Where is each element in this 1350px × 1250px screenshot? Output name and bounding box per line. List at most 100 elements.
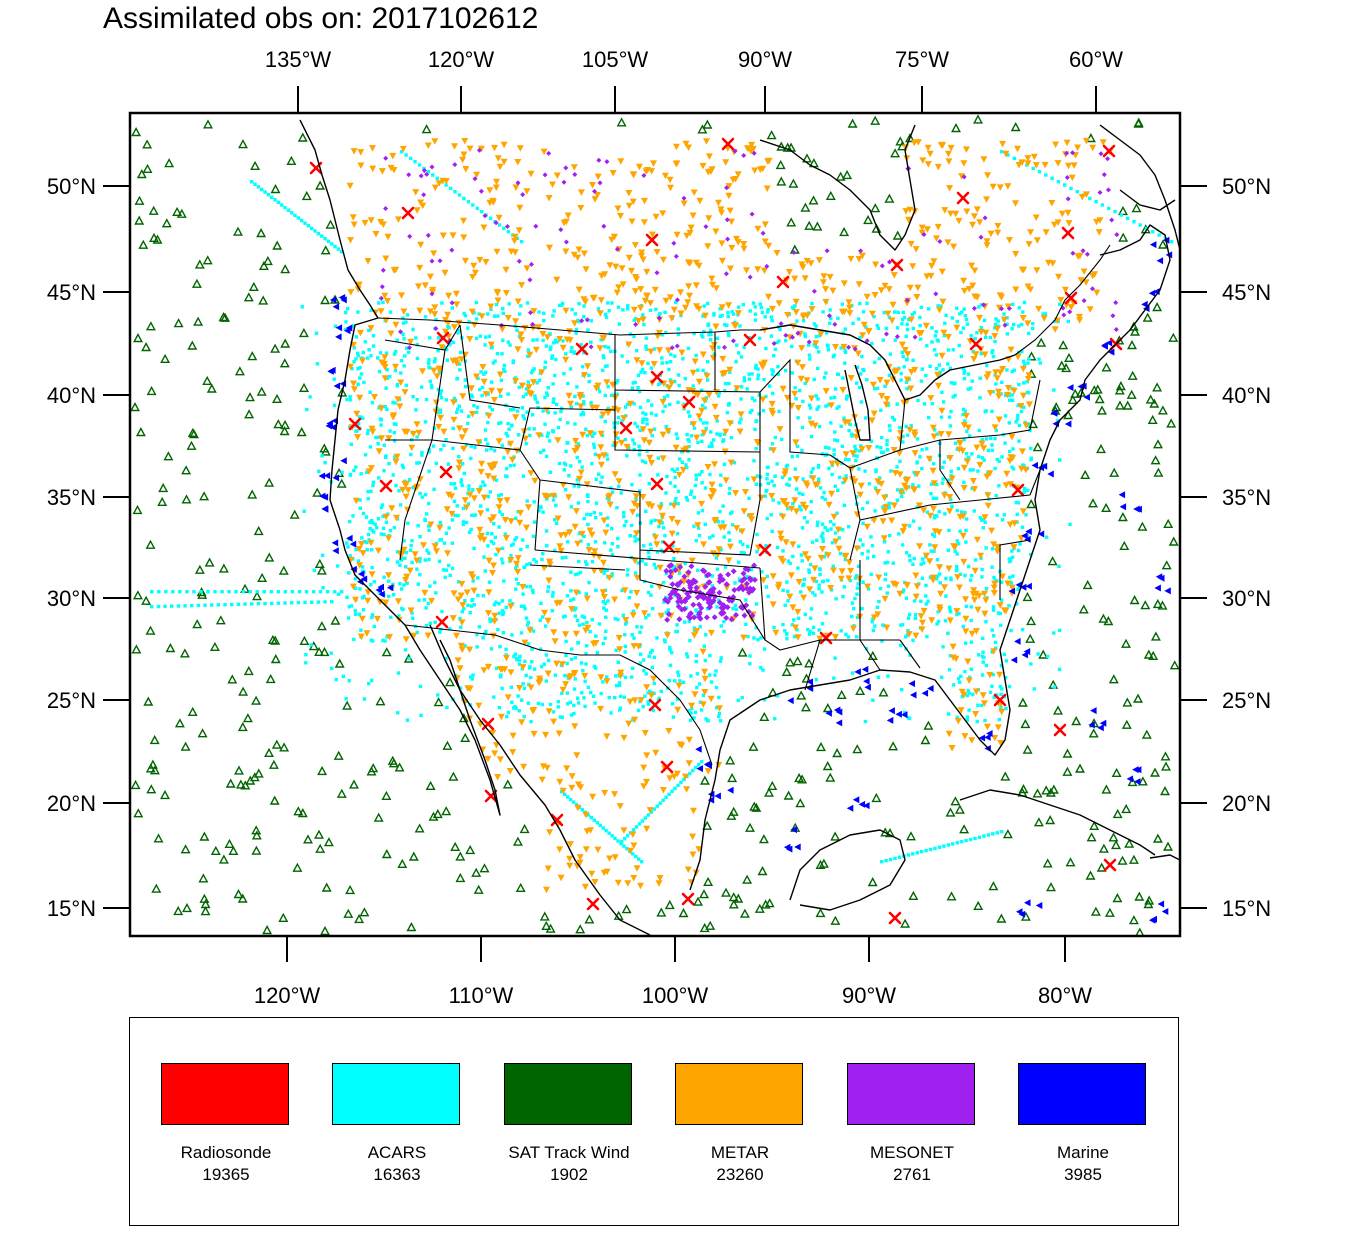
acars-marker [577, 319, 581, 324]
metar-marker [411, 551, 419, 558]
acars-marker [1025, 380, 1029, 384]
metar-marker [1004, 580, 1012, 587]
acars-marker [488, 405, 492, 409]
sat-track-wind-marker [209, 641, 220, 651]
metar-marker [544, 865, 552, 872]
metar-marker [682, 304, 689, 312]
metar-marker [947, 144, 955, 152]
acars-marker [700, 470, 704, 474]
sat-track-wind-marker [621, 904, 632, 914]
acars-marker [290, 211, 294, 215]
metar-marker [381, 364, 389, 371]
acars-marker [411, 616, 415, 620]
metar-marker [785, 269, 793, 276]
metar-marker [681, 773, 689, 781]
acars-marker [622, 514, 626, 519]
acars-marker [629, 675, 634, 679]
acars-marker [1002, 513, 1006, 517]
acars-marker [733, 581, 737, 585]
acars-marker [592, 445, 597, 450]
acars-marker [800, 448, 804, 453]
metar-marker [1027, 229, 1034, 236]
metar-marker [803, 312, 811, 319]
metar-marker [742, 489, 749, 496]
acars-marker [376, 356, 380, 360]
acars-marker [816, 520, 820, 524]
acars-marker [360, 565, 365, 569]
acars-marker [895, 465, 899, 469]
sat-track-wind-marker [1161, 761, 1171, 771]
metar-marker [791, 497, 799, 504]
acars-marker [913, 616, 918, 621]
metar-marker [347, 363, 354, 371]
acars-marker [943, 619, 948, 623]
acars-marker [544, 454, 549, 459]
metar-marker [901, 347, 909, 354]
acars-marker [365, 548, 369, 552]
acars-marker [550, 354, 555, 358]
acars-marker [1050, 176, 1054, 181]
metar-marker [916, 543, 924, 550]
metar-marker [842, 451, 850, 458]
acars-marker [586, 494, 590, 498]
metar-marker [928, 262, 936, 270]
acars-marker [969, 640, 973, 644]
acars-marker [577, 590, 581, 595]
acars-marker [545, 497, 549, 501]
metar-marker [1057, 296, 1065, 304]
acars-marker [990, 443, 994, 447]
acars-marker [573, 608, 577, 612]
acars-marker [283, 205, 287, 210]
metar-marker [493, 248, 501, 256]
acars-marker [983, 520, 987, 524]
sat-track-wind-marker [433, 697, 444, 707]
acars-marker [829, 396, 833, 400]
sat-track-wind-marker [1161, 560, 1172, 570]
metar-marker [1049, 260, 1057, 267]
acars-marker [540, 557, 544, 562]
sat-track-wind-marker [414, 823, 425, 833]
acars-marker [507, 302, 511, 306]
acars-marker [938, 572, 942, 576]
acars-marker [592, 442, 596, 446]
acars-marker [638, 652, 643, 656]
metar-marker [461, 497, 469, 504]
metar-marker [725, 183, 733, 190]
acars-marker [621, 613, 625, 617]
acars-marker [587, 373, 591, 377]
metar-marker [497, 713, 505, 721]
acars-marker [398, 563, 402, 567]
metar-marker [381, 354, 389, 361]
acars-marker [499, 673, 503, 677]
acars-marker [569, 505, 573, 509]
metar-marker [891, 368, 899, 376]
metar-marker [847, 375, 855, 382]
acars-marker [623, 437, 628, 442]
metar-marker [385, 435, 393, 442]
acars-marker [719, 473, 723, 477]
acars-marker [696, 526, 701, 530]
acars-marker [433, 620, 437, 624]
acars-marker [786, 507, 790, 511]
acars-marker [506, 710, 511, 715]
acars-marker [543, 365, 547, 370]
acars-marker [522, 604, 526, 608]
acars-marker [871, 628, 876, 633]
acars-marker [551, 498, 556, 502]
metar-marker [733, 525, 741, 532]
metar-marker [784, 394, 791, 402]
metar-marker [630, 643, 638, 650]
acars-marker [828, 308, 832, 312]
sat-track-wind-marker [210, 845, 221, 855]
acars-marker [401, 332, 405, 336]
metar-marker [543, 886, 550, 894]
acars-marker [377, 369, 382, 374]
acars-marker [875, 323, 879, 328]
acars-marker [502, 456, 506, 460]
acars-marker [512, 706, 516, 710]
acars-marker [889, 469, 893, 473]
metar-marker [643, 825, 651, 833]
acars-marker [1017, 423, 1022, 428]
acars-marker [625, 847, 629, 851]
acars-marker [634, 854, 638, 859]
